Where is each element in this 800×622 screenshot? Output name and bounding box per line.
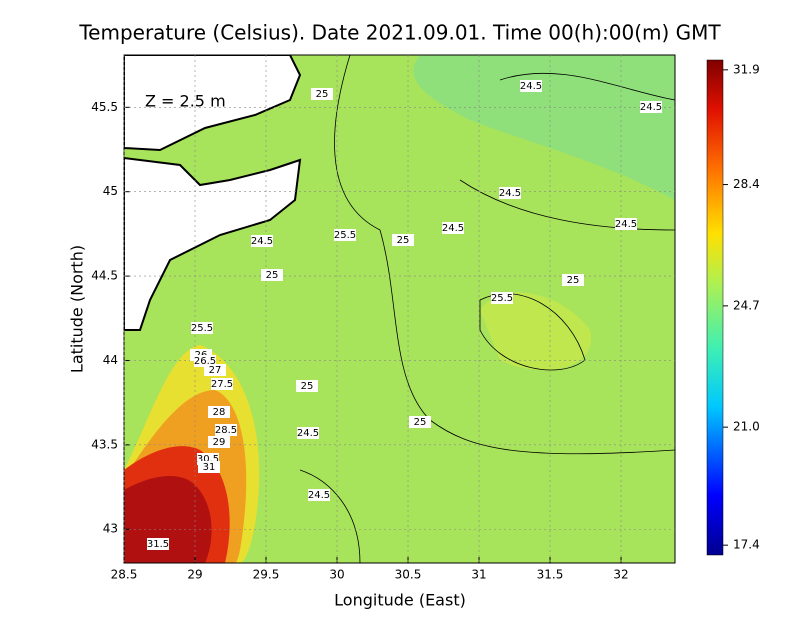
- contour-label-bg: [615, 218, 637, 230]
- contour-label: 31.5: [147, 539, 169, 550]
- x-tick-label: 31: [471, 568, 486, 582]
- plot-frame: [123, 54, 676, 564]
- contour-label: 27.5: [211, 379, 233, 390]
- contour-label-bg: [251, 235, 273, 247]
- contour-label-bg: [311, 88, 333, 100]
- contour-label-bg: [491, 292, 513, 304]
- colorbar-tick-label: 31.9: [733, 62, 760, 76]
- contour-label: 24.5: [251, 236, 273, 247]
- x-tick-label: 32: [613, 568, 628, 582]
- contour-label-bg: [208, 406, 230, 418]
- chart-title: Temperature (Celsius). Date 2021.09.01. …: [78, 21, 721, 45]
- x-tick-label: 29.5: [253, 568, 280, 582]
- field-hot: [124, 475, 212, 563]
- contour-label: 25.5: [491, 293, 513, 304]
- contour-label-bg: [640, 101, 662, 113]
- contour-label-bg: [297, 427, 319, 439]
- field: [124, 55, 675, 563]
- contour-label: 26.5: [194, 356, 216, 367]
- y-tick-label: 44: [103, 353, 118, 367]
- contours: [299, 55, 675, 563]
- x-tick-label: 29: [187, 568, 202, 582]
- contour-label: 30.5: [197, 454, 219, 465]
- y-tick-label: 43: [103, 522, 118, 536]
- x-tick-label: 28.5: [111, 568, 138, 582]
- y-tick-label: 45: [103, 184, 118, 198]
- contour-label: 24.5: [297, 428, 319, 439]
- contour-label: 25: [567, 275, 580, 286]
- contour-label-bg: [334, 229, 356, 241]
- colorbar-tick-label: 28.4: [733, 177, 760, 191]
- land: [124, 156, 302, 331]
- contour-label-bg: [198, 461, 220, 473]
- colorbar-tick-label: 17.4: [733, 538, 760, 552]
- colorbar-tick-label: 24.7: [733, 298, 760, 312]
- contour-label: 29: [213, 437, 226, 448]
- contour-label-bg: [409, 416, 431, 428]
- contour-label: 24.5: [640, 102, 662, 113]
- contour-label: 25: [414, 417, 427, 428]
- contour-label-bg: [215, 424, 237, 436]
- field-warm: [480, 292, 592, 370]
- y-tick-label: 44.5: [91, 269, 118, 283]
- contour-label: 25.5: [191, 323, 213, 334]
- x-tick-label: 31.5: [537, 568, 564, 582]
- y-axis-label: Latitude (North): [68, 245, 87, 373]
- contour-label: 24.5: [442, 223, 464, 234]
- y-tick-label: 45.5: [91, 100, 118, 114]
- contour-label-bg: [204, 364, 226, 376]
- contour-label-bg: [499, 187, 521, 199]
- contour-label: 31: [203, 462, 216, 473]
- x-tick-label: 30.5: [395, 568, 422, 582]
- contour-label-bg: [520, 80, 542, 92]
- depth-label: Z = 2.5 m: [145, 92, 226, 111]
- contour-label-bg: [442, 222, 464, 234]
- x-tick-label: 30: [329, 568, 344, 582]
- colorbar: [706, 59, 724, 556]
- colorbar-tick-label: 21.0: [733, 420, 760, 434]
- contour-label: 24.5: [520, 81, 542, 92]
- contour-label-bg: [191, 322, 213, 334]
- contour-label-bg: [562, 274, 584, 286]
- contour-label: 28: [213, 407, 226, 418]
- contour-label-bg: [211, 378, 233, 390]
- contour-label: 28.5: [215, 425, 237, 436]
- contour-label: 24.5: [308, 490, 330, 501]
- contour-label-bg: [296, 380, 318, 392]
- land: [124, 55, 302, 152]
- contour-label-bg: [392, 234, 414, 246]
- contour-label-bg: [208, 436, 230, 448]
- contour-label: 27: [209, 365, 222, 376]
- contour-label-bg: [308, 489, 330, 501]
- contour-label: 24.5: [615, 219, 637, 230]
- x-axis-label: Longitude (East): [334, 591, 466, 610]
- contour-label: 25: [301, 381, 314, 392]
- contour-label: 25: [316, 89, 329, 100]
- contour-label: 25: [397, 235, 410, 246]
- contour-label: 25: [266, 270, 279, 281]
- contour-label-bg: [147, 538, 169, 550]
- contour-label-bg: [261, 269, 283, 281]
- contour-label: 25.5: [334, 230, 356, 241]
- contour-label: 24.5: [499, 188, 521, 199]
- y-tick-label: 43.5: [91, 437, 118, 451]
